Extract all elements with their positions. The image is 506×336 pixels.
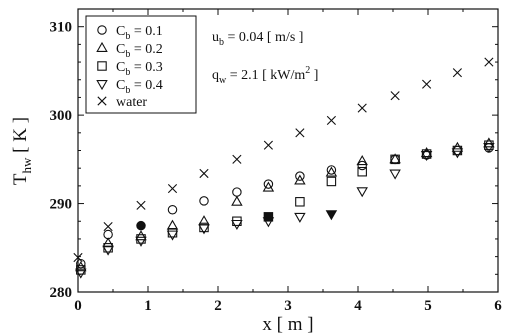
data-point-triangle-down-3 xyxy=(166,230,179,241)
data-point-x-7 xyxy=(295,128,305,138)
x-tick-label-4: 4 xyxy=(354,298,362,314)
data-point-x-9 xyxy=(357,103,367,113)
data-point-x-11 xyxy=(422,79,432,89)
legend-marker-triangle-down xyxy=(96,80,108,91)
data-point-x-0 xyxy=(73,252,83,263)
data-point-triangle-up-1 xyxy=(102,237,114,248)
legend-marker-square xyxy=(97,61,107,71)
data-point-square-1 xyxy=(103,243,113,253)
y-tick-label-290: 290 xyxy=(50,197,73,213)
x-tick-label-1: 1 xyxy=(144,298,152,314)
legend-markers xyxy=(96,25,108,106)
data-point-square-11 xyxy=(421,149,432,159)
x-tick-label-3: 3 xyxy=(284,298,292,314)
data-point-triangle-up-11 xyxy=(420,147,433,158)
legend-label-cb03: Cb = 0.3 xyxy=(116,60,163,78)
data-point-triangle-up-7 xyxy=(294,174,306,185)
x-tick-label-5: 5 xyxy=(424,298,432,314)
data-point-triangle-up-5 xyxy=(231,195,243,206)
data-point-square-9 xyxy=(357,166,367,177)
data-point-triangle-up-8 xyxy=(325,166,338,177)
annotation-qw: qw = 2.1 [ kW/m2 ] xyxy=(212,65,318,86)
data-point-triangle-down-4 xyxy=(198,224,210,235)
data-point-triangle-up-10 xyxy=(389,153,401,164)
data-point-square-10 xyxy=(390,154,400,165)
x-tick-label-6: 6 xyxy=(494,298,502,314)
data-point-triangle-down-1 xyxy=(102,245,114,256)
data-point-x-4 xyxy=(199,168,209,179)
data-point-triangle-up-12 xyxy=(451,141,464,152)
data-point-x-10 xyxy=(390,91,400,101)
data-point-circle-6 xyxy=(263,179,274,189)
data-point-triangle-down-10 xyxy=(389,169,401,180)
data-point-circle-9 xyxy=(357,160,367,171)
x-axis-label: x [ m ] xyxy=(262,314,313,335)
data-point-square-6 xyxy=(263,212,274,222)
data-point-circle-4 xyxy=(199,196,209,206)
legend-label-cb01: Cb = 0.1 xyxy=(116,24,163,42)
data-point-circle-2 xyxy=(136,220,146,231)
data-point-circle-8 xyxy=(326,165,337,175)
legend: Cb = 0.1 Cb = 0.2 Cb = 0.3 Cb = 0.4 wate… xyxy=(85,15,197,114)
data-point-triangle-down-9 xyxy=(356,187,368,198)
legend-box xyxy=(85,15,197,114)
data-point-square-7 xyxy=(295,197,305,207)
data-point-square-4 xyxy=(199,222,209,233)
legend-marker-triangle-up xyxy=(96,41,108,52)
data-point-triangle-down-11 xyxy=(420,150,433,162)
data-point-triangle-down-5 xyxy=(231,219,243,231)
data-point-circle-0 xyxy=(76,258,86,269)
data-point-triangle-up-2 xyxy=(135,230,147,241)
legend-label-cb04: Cb = 0.4 xyxy=(116,78,163,96)
x-tick-label-2: 2 xyxy=(214,298,222,314)
data-point-x-13 xyxy=(484,57,494,67)
legend-label-cb02: Cb = 0.2 xyxy=(116,42,163,60)
legend-marker-circle xyxy=(97,25,107,35)
data-point-triangle-down-12 xyxy=(451,148,464,159)
y-axis-label: Thw [ K ] xyxy=(10,117,34,185)
data-point-x-8 xyxy=(326,115,336,126)
ticks-layer: 0 1 2 3 4 5 6 280 290 300 310 xyxy=(50,8,502,314)
data-point-circle-5 xyxy=(232,187,242,197)
data-point-x-12 xyxy=(452,68,462,78)
legend-label-water: water xyxy=(116,95,147,110)
data-point-square-3 xyxy=(167,227,178,238)
y-tick-label-300: 300 xyxy=(50,108,73,124)
data-point-triangle-down-6 xyxy=(262,217,275,228)
data-point-x-6 xyxy=(263,140,273,150)
data-point-triangle-down-7 xyxy=(294,212,306,223)
points-layer xyxy=(73,57,495,279)
data-point-circle-7 xyxy=(295,171,305,181)
data-point-x-5 xyxy=(232,154,242,164)
data-point-triangle-down-2 xyxy=(135,236,147,247)
annotation-ub: ub = 0.04 [ m/s ] xyxy=(212,30,303,48)
data-point-triangle-up-6 xyxy=(262,181,275,192)
data-point-triangle-up-3 xyxy=(166,219,179,230)
data-point-triangle-down-13 xyxy=(483,143,495,154)
data-point-x-3 xyxy=(167,183,178,194)
y-tick-label-280: 280 xyxy=(50,285,73,301)
data-point-x-2 xyxy=(136,200,146,210)
data-point-triangle-up-9 xyxy=(356,155,368,166)
data-point-x-1 xyxy=(103,221,113,232)
data-point-circle-3 xyxy=(167,205,178,215)
data-point-triangle-down-8 xyxy=(325,210,338,221)
data-point-triangle-up-0 xyxy=(75,261,87,272)
data-point-square-8 xyxy=(326,176,337,187)
y-tick-label-310: 310 xyxy=(50,20,73,36)
data-point-triangle-up-13 xyxy=(483,137,495,148)
data-point-triangle-down-0 xyxy=(75,268,87,279)
legend-marker-x xyxy=(97,96,107,106)
x-tick-label-0: 0 xyxy=(74,298,82,314)
